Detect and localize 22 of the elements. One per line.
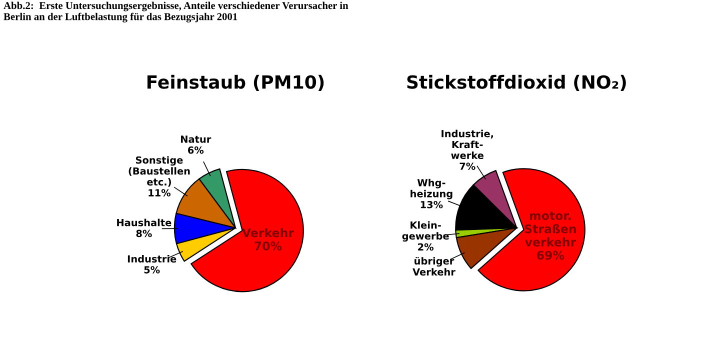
data-label: 7% (460, 162, 476, 170)
slice-label: Whg- heizung (410, 178, 452, 200)
slice-label: Natur (181, 136, 212, 143)
slice-label: Sonstige (Baustellen etc.) (128, 156, 190, 187)
slice-label: Industrie (128, 255, 176, 263)
data-label: 6% (188, 146, 204, 154)
data-label: 69% (537, 250, 564, 260)
caption: Abb.2: Erste Untersuchungsergebnisse, Anteile verschiedener Verursacher in Berlin an der Luftbelastung für das Bezugsjahr 2001 (4, 2, 348, 22)
slice-label: übriger Verkehr (412, 256, 456, 276)
data-label: 5% (144, 266, 160, 274)
data-label: 2% (418, 243, 434, 251)
slice-label: Verkehr (242, 228, 294, 238)
slice-label: Klein- gewerbe (402, 221, 449, 242)
data-label: 13% (420, 200, 443, 208)
chart-title: Feinstaub (PM10) (147, 74, 324, 91)
slice-label: Haushalte (117, 218, 172, 226)
data-label: 11% (148, 189, 171, 196)
slice-label: motor. Straßen verkehr (524, 212, 576, 247)
data-label: 8% (136, 230, 152, 238)
chart-title: Stickstoffdioxid (NO₂) (407, 74, 626, 91)
slice-label: Industrie, Kraft- werke (442, 130, 494, 160)
data-label: 70% (254, 242, 282, 250)
